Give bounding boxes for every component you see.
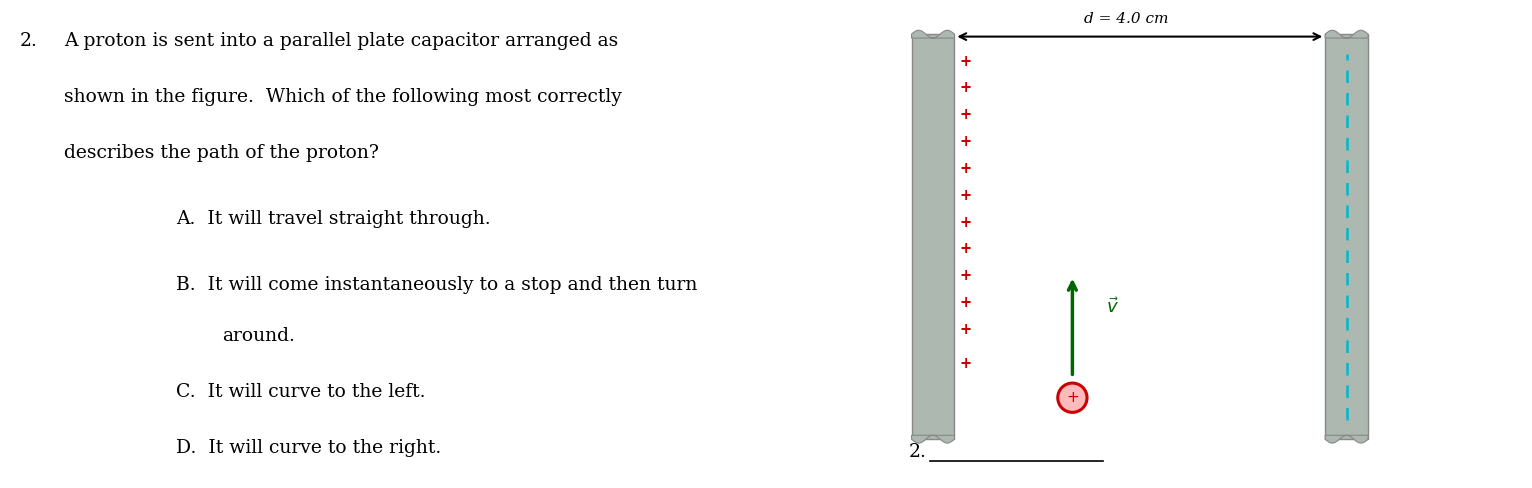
Text: +: +	[959, 295, 971, 310]
Text: 2.: 2.	[20, 32, 38, 50]
Text: +: +	[959, 215, 971, 229]
Text: +: +	[959, 268, 971, 283]
Text: +: +	[959, 107, 971, 122]
Polygon shape	[912, 435, 954, 443]
Ellipse shape	[1057, 383, 1088, 412]
Text: $\vec{v}$: $\vec{v}$	[1106, 297, 1118, 317]
Text: +: +	[959, 242, 971, 256]
Text: +: +	[959, 356, 971, 371]
Text: around.: around.	[222, 327, 296, 345]
Bar	[1325, 34, 1368, 439]
Polygon shape	[1325, 30, 1368, 38]
Text: C.  It will curve to the left.: C. It will curve to the left.	[176, 383, 426, 401]
Text: +: +	[959, 161, 971, 176]
Text: A proton is sent into a parallel plate capacitor arranged as: A proton is sent into a parallel plate c…	[64, 32, 619, 50]
Text: +: +	[959, 322, 971, 337]
Bar	[912, 34, 954, 439]
Text: +: +	[959, 81, 971, 95]
Text: describes the path of the proton?: describes the path of the proton?	[64, 144, 380, 162]
Text: +: +	[959, 188, 971, 203]
Polygon shape	[1325, 435, 1368, 443]
Text: d = 4.0 cm: d = 4.0 cm	[1083, 12, 1169, 26]
Text: +: +	[959, 54, 971, 68]
Text: 2.: 2.	[908, 443, 927, 461]
Text: shown in the figure.  Which of the following most correctly: shown in the figure. Which of the follow…	[64, 88, 622, 106]
Polygon shape	[912, 30, 954, 38]
Text: +: +	[959, 134, 971, 149]
Text: A.  It will travel straight through.: A. It will travel straight through.	[176, 210, 490, 228]
Text: B.  It will come instantaneously to a stop and then turn: B. It will come instantaneously to a sto…	[176, 276, 697, 294]
Text: $+$: $+$	[1066, 390, 1079, 405]
Text: D.  It will curve to the right.: D. It will curve to the right.	[176, 439, 441, 457]
